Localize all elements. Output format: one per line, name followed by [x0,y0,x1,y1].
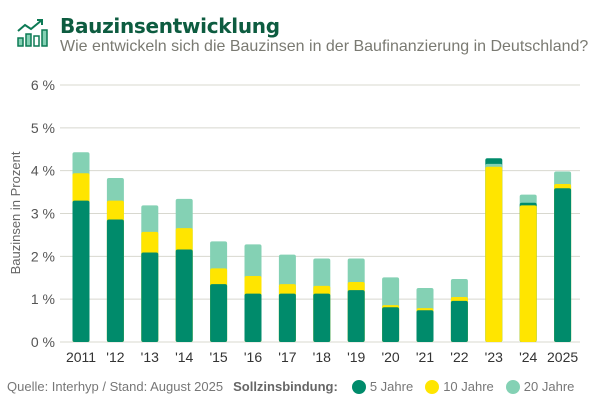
bar-5-jahre-22 [450,300,468,342]
x-tick-label: 2025 [547,349,578,365]
x-tick-label: '20 [381,349,399,365]
x-tick-label: '23 [485,349,503,365]
y-tick-label: 4 % [31,163,55,179]
x-tick-label: '24 [519,349,537,365]
x-tick-label: '22 [450,349,468,365]
x-tick-label: '19 [347,349,365,365]
bar-5-jahre-20 [382,307,400,342]
y-tick-label: 0 % [31,334,55,350]
x-tick-label: '13 [141,349,159,365]
source-text: Quelle: Interhyp / Stand: August 2025 [7,379,224,394]
bar-5-jahre-12 [106,219,124,342]
chart-subtitle: Wie entwickeln sich die Bauzinsen in der… [60,38,589,55]
legend-dot-20 [505,379,520,394]
bar-10-jahre-24 [519,205,537,342]
x-tick-label: '21 [416,349,434,365]
legend-item-10: 10 Jahre [419,379,494,394]
x-tick-label: '18 [313,349,331,365]
bar-5-jahre-15 [210,284,228,342]
y-tick-label: 6 % [31,77,55,93]
legend-label-10: 10 Jahre [443,379,494,394]
chart-trend-icon [17,19,48,47]
bar-5-jahre-18 [313,293,331,342]
x-tick-label: '14 [175,349,193,365]
bar-5-jahre-17 [278,293,296,342]
y-tick-label: 5 % [31,120,55,136]
bar-5-jahre-19 [347,290,365,342]
legend-label-5: 5 Jahre [369,379,414,394]
y-axis-label: Bauzinsen in Prozent [8,151,23,274]
y-tick-label: 3 % [31,206,55,222]
bar-5-jahre-16 [244,293,262,342]
legend-item-20: 20 Jahre [500,379,575,394]
x-tick-label: '16 [244,349,262,365]
bar-5-jahre-2025 [554,188,572,342]
footer: Quelle: Interhyp / Stand: August 2025 So… [7,379,580,394]
bar-5-jahre-2011 [72,200,90,342]
x-tick-label: 2011 [66,349,96,365]
x-tick-label: '12 [106,349,124,365]
y-tick-label: 1 % [31,291,55,307]
x-tick-label: '15 [209,349,227,365]
legend-title: Sollzinsbindung: [233,379,338,394]
legend-label-20: 20 Jahre [523,379,575,394]
bar-5-jahre-13 [141,252,159,342]
legend-item-5: 5 Jahre [346,379,413,394]
legend-dot-5 [351,379,366,394]
bar-5-jahre-14 [175,249,193,342]
bar-5-jahre-21 [416,310,434,342]
chart-title: Bauzinsentwicklung [60,14,280,38]
legend-dot-10 [425,379,440,394]
y-tick-label: 2 % [31,248,55,264]
x-tick-label: '17 [278,349,296,365]
bar-10-jahre-23 [485,166,503,342]
